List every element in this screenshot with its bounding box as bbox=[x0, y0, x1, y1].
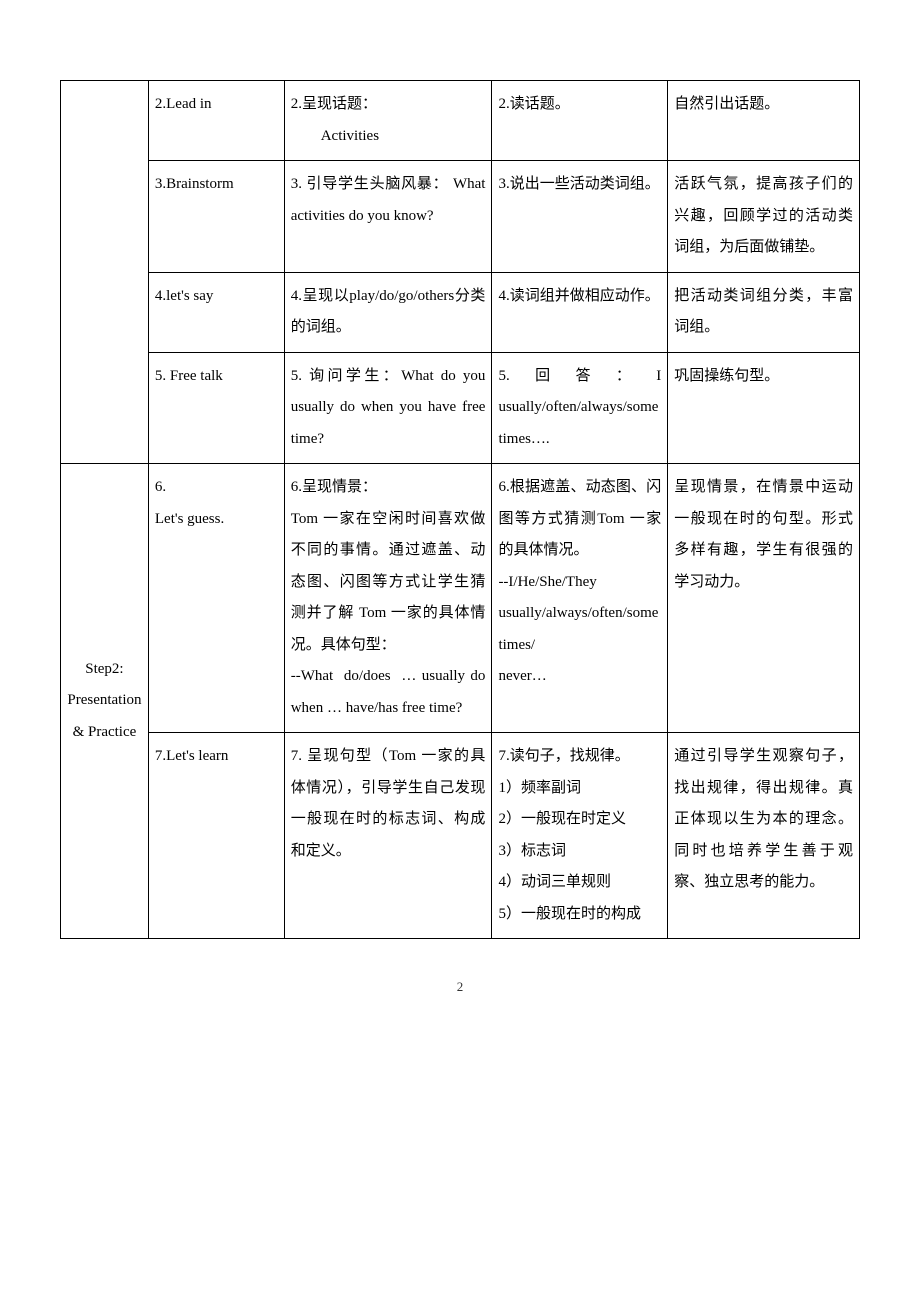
cell-text: 3）标志词 bbox=[498, 843, 566, 859]
cell-text: 6.呈现情景： bbox=[291, 479, 377, 495]
activity-cell: 5. Free talk bbox=[148, 352, 284, 464]
cell-text: 7.读句子，找规律。 bbox=[498, 748, 629, 764]
student-action-cell: 6.根据遮盖、动态图、闪图等方式猜测Tom 一家的具体情况。 --I/He/Sh… bbox=[492, 464, 668, 733]
cell-text: Activities bbox=[291, 121, 486, 153]
lesson-plan-table: 2.Lead in 2.呈现话题： Activities 2.读话题。 自然引出… bbox=[60, 80, 860, 939]
step-cell: Step2: Presentation & Practice bbox=[61, 464, 149, 939]
student-action-cell: 2.读话题。 bbox=[492, 81, 668, 161]
student-action-cell: 3.说出一些活动类词组。 bbox=[492, 161, 668, 273]
cell-text: Tom 一家在空闲时间喜欢做不同的事情。通过遮盖、动态图、闪图等方式让学生猜测并… bbox=[291, 511, 486, 653]
table-row: 7.Let's learn 7. 呈现句型（Tom 一家的具体情况），引导学生自… bbox=[61, 733, 860, 939]
purpose-cell: 把活动类词组分类，丰富词组。 bbox=[668, 272, 860, 352]
table-row: 5. Free talk 5. 询问学生：What do you usually… bbox=[61, 352, 860, 464]
activity-cell: 2.Lead in bbox=[148, 81, 284, 161]
purpose-cell: 活跃气氛，提高孩子们的兴趣，回顾学过的活动类词组，为后面做铺垫。 bbox=[668, 161, 860, 273]
teacher-action-cell: 6.呈现情景： Tom 一家在空闲时间喜欢做不同的事情。通过遮盖、动态图、闪图等… bbox=[284, 464, 492, 733]
step-cell bbox=[61, 81, 149, 464]
student-action-cell: 5.回答：I usually/often/always/sometimes…. bbox=[492, 352, 668, 464]
table-row: 4.let's say 4.呈现以play/do/go/others分类的词组。… bbox=[61, 272, 860, 352]
cell-text: 6.根据遮盖、动态图、闪图等方式猜测Tom 一家的具体情况。 bbox=[498, 479, 661, 558]
cell-text: Let's guess. bbox=[155, 511, 224, 527]
purpose-cell: 自然引出话题。 bbox=[668, 81, 860, 161]
activity-cell: 4.let's say bbox=[148, 272, 284, 352]
cell-text: 1）频率副词 bbox=[498, 780, 581, 796]
cell-text: 6. bbox=[155, 479, 166, 495]
teacher-action-cell: 4.呈现以play/do/go/others分类的词组。 bbox=[284, 272, 492, 352]
table-row: Step2: Presentation & Practice 6. Let's … bbox=[61, 464, 860, 733]
cell-text: 5）一般现在时的构成 bbox=[498, 906, 641, 922]
teacher-action-cell: 2.呈现话题： Activities bbox=[284, 81, 492, 161]
activity-cell: 6. Let's guess. bbox=[148, 464, 284, 733]
activity-cell: 3.Brainstorm bbox=[148, 161, 284, 273]
student-action-cell: 4.读词组并做相应动作。 bbox=[492, 272, 668, 352]
purpose-cell: 通过引导学生观察句子，找出规律，得出规律。真正体现以生为本的理念。同时也培养学生… bbox=[668, 733, 860, 939]
activity-cell: 7.Let's learn bbox=[148, 733, 284, 939]
cell-text: 2.呈现话题： bbox=[291, 96, 377, 112]
teacher-action-cell: 3. 引导学生头脑风暴： What activities do you know… bbox=[284, 161, 492, 273]
step-label: Step2: Presentation & Practice bbox=[67, 661, 141, 740]
cell-text: --What do/does … usually do when … have/… bbox=[291, 668, 486, 716]
teacher-action-cell: 7. 呈现句型（Tom 一家的具体情况），引导学生自己发现一般现在时的标志词、构… bbox=[284, 733, 492, 939]
cell-text: 2）一般现在时定义 bbox=[498, 811, 626, 827]
cell-text: 4）动词三单规则 bbox=[498, 874, 611, 890]
page-number: 2 bbox=[60, 979, 860, 995]
cell-text: never… bbox=[498, 668, 546, 684]
cell-text: --I/He/She/They usually/always/often/som… bbox=[498, 574, 658, 653]
table-row: 3.Brainstorm 3. 引导学生头脑风暴： What activitie… bbox=[61, 161, 860, 273]
purpose-cell: 巩固操练句型。 bbox=[668, 352, 860, 464]
table-row: 2.Lead in 2.呈现话题： Activities 2.读话题。 自然引出… bbox=[61, 81, 860, 161]
purpose-cell: 呈现情景，在情景中运动一般现在时的句型。形式多样有趣，学生有很强的学习动力。 bbox=[668, 464, 860, 733]
teacher-action-cell: 5. 询问学生：What do you usually do when you … bbox=[284, 352, 492, 464]
student-action-cell: 7.读句子，找规律。 1）频率副词 2）一般现在时定义 3）标志词 4）动词三单… bbox=[492, 733, 668, 939]
